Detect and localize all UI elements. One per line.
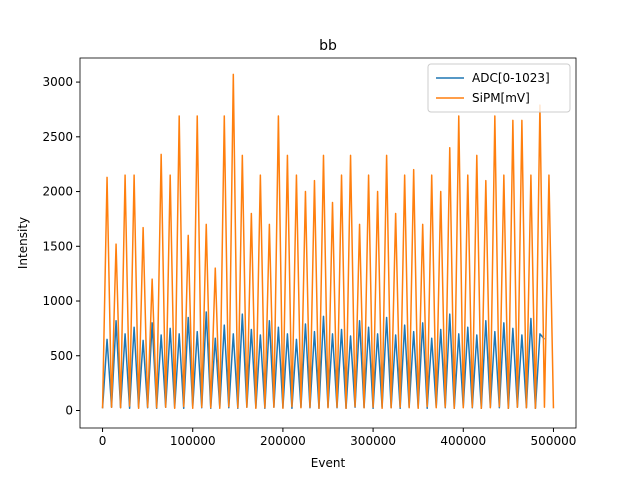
- legend-box: [427, 63, 571, 113]
- y-tick-label: 1500: [42, 239, 73, 253]
- x-tick-label: 400000: [440, 434, 486, 448]
- y-tick-label: 2500: [42, 130, 73, 144]
- x-tick-label: 300000: [350, 434, 396, 448]
- x-tick-label: 200000: [260, 434, 306, 448]
- y-tick-label: 3000: [42, 75, 73, 89]
- x-tick-label: 0: [99, 434, 107, 448]
- x-tick-label: 100000: [170, 434, 216, 448]
- chart-title: bb: [319, 38, 337, 54]
- y-tick-label: 0: [65, 403, 73, 417]
- legend-label: ADC[0-1023]: [472, 71, 550, 85]
- series-line: [101, 73, 555, 410]
- series-line: [101, 311, 546, 410]
- x-tick-label: 500000: [531, 434, 577, 448]
- y-axis-label: Intensity: [16, 217, 30, 269]
- x-axis-label: Event: [311, 456, 346, 470]
- y-tick-label: 1000: [42, 294, 73, 308]
- y-tick-label: 2000: [42, 185, 73, 199]
- y-tick-label: 500: [50, 349, 73, 363]
- plot-frame: [79, 57, 577, 429]
- legend-label: SiPM[mV]: [472, 91, 530, 105]
